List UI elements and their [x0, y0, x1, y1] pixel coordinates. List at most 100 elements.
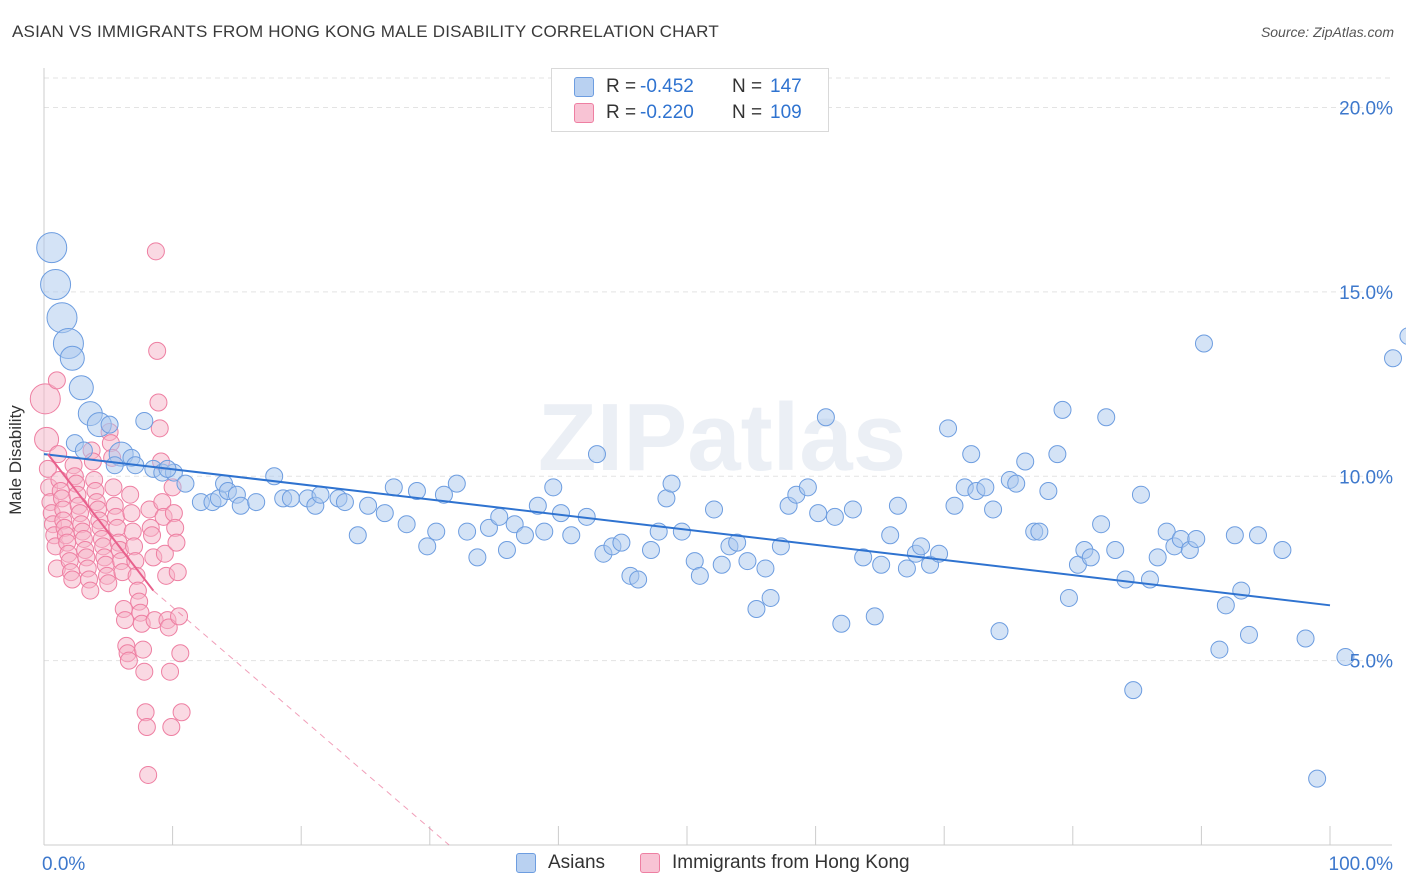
asian-point — [1399, 327, 1406, 345]
asian-point — [562, 526, 581, 545]
asian-point — [825, 507, 844, 526]
hk-point — [143, 526, 162, 545]
asian-point — [1030, 522, 1049, 541]
asian-point — [1053, 400, 1072, 419]
hk-point — [122, 504, 141, 523]
y-tick-label: 15.0% — [1339, 283, 1393, 304]
hk-point — [63, 570, 82, 589]
asians-legend-label: Asians — [548, 852, 606, 873]
asian-point — [872, 555, 891, 574]
y-tick-label: 20.0% — [1339, 99, 1393, 120]
hk-point — [47, 371, 66, 390]
hk-point — [119, 651, 138, 670]
hk-point — [149, 393, 168, 412]
asian-point — [1308, 769, 1327, 788]
asians-trendline — [43, 453, 1331, 607]
trendlines — [43, 453, 1331, 846]
legend-row-hk: R = -0.220 N = 109 — [574, 100, 802, 126]
hk-legend-label: Immigrants from Hong Kong — [672, 852, 910, 873]
asian-point — [865, 607, 884, 626]
watermark: ZIPatlas — [538, 384, 906, 491]
asian-point — [468, 548, 487, 567]
n-label: N = — [732, 76, 763, 97]
asian-point — [46, 302, 78, 334]
hk-trendline-extension — [152, 590, 450, 846]
asian-point — [690, 566, 709, 585]
asian-point — [1273, 541, 1292, 559]
source-label: Source: ZipAtlas.com — [1260, 24, 1394, 40]
asians-swatch — [574, 77, 594, 97]
asian-point — [479, 518, 498, 537]
asian-point — [68, 375, 94, 401]
asian-point — [551, 504, 570, 523]
asian-point — [528, 496, 547, 515]
asian-point — [375, 504, 394, 523]
asian-point — [1106, 541, 1125, 559]
asian-point — [490, 507, 509, 526]
n-label: N = — [732, 102, 763, 123]
asian-point — [976, 478, 995, 497]
tick-labels: 5.0% 10.0% 15.0% 20.0% 0.0% 100.0% — [42, 99, 1393, 876]
legend-item-asians[interactable]: Asians — [516, 852, 605, 874]
asian-point — [712, 555, 731, 574]
asian-point — [74, 441, 93, 460]
x-tick-label: 0.0% — [42, 854, 85, 875]
asian-point — [945, 496, 964, 515]
r-value: -0.452 — [640, 76, 694, 97]
r-label: R = — [606, 102, 637, 123]
asian-point — [832, 614, 851, 633]
asian-point — [1239, 625, 1258, 644]
asian-point — [1116, 570, 1135, 589]
asian-point — [397, 515, 416, 534]
asian-point — [311, 485, 330, 504]
asian-point — [612, 533, 631, 552]
asian-point — [36, 232, 68, 264]
asian-point — [1097, 408, 1116, 427]
asian-point — [1131, 485, 1150, 504]
hk-point — [159, 618, 178, 637]
grid-lines — [44, 77, 1392, 662]
asian-point — [1216, 596, 1235, 615]
asian-point — [738, 552, 757, 571]
asian-point — [505, 515, 524, 534]
n-value: 109 — [770, 102, 802, 123]
hk-point — [137, 718, 156, 736]
asian-point — [105, 456, 124, 475]
hk-point — [139, 765, 158, 784]
legend-item-hk[interactable]: Immigrants from Hong Kong — [640, 852, 910, 874]
hk-point — [167, 533, 186, 552]
hk-point — [99, 574, 118, 593]
asian-point — [798, 478, 817, 497]
hk-swatch — [574, 103, 594, 123]
asian-point — [40, 269, 72, 300]
asian-point — [1092, 515, 1111, 534]
axes — [43, 68, 1392, 846]
asian-point — [384, 478, 403, 497]
asian-point — [1059, 588, 1078, 607]
hk-point — [148, 341, 167, 360]
asians-legend-swatch — [516, 853, 536, 873]
asian-point — [672, 522, 691, 541]
hk-point — [161, 662, 180, 681]
hk-point — [134, 640, 153, 659]
asian-point — [705, 500, 724, 519]
asian-point — [1225, 526, 1244, 545]
hk-point — [81, 581, 100, 600]
asian-point — [1039, 482, 1058, 500]
asian-point — [912, 537, 931, 556]
asian-point — [247, 493, 266, 512]
hk-point — [168, 563, 187, 582]
asian-point — [854, 548, 873, 567]
asian-point — [359, 496, 378, 515]
asian-point — [348, 526, 367, 545]
hk-point — [135, 662, 154, 681]
hk-point — [171, 644, 190, 663]
hk-point — [162, 718, 181, 736]
asian-point — [231, 496, 250, 515]
asian-point — [1124, 681, 1143, 700]
asian-point — [1148, 548, 1167, 567]
asian-point — [1384, 349, 1403, 368]
asian-point — [747, 600, 766, 618]
asian-point — [662, 474, 681, 493]
